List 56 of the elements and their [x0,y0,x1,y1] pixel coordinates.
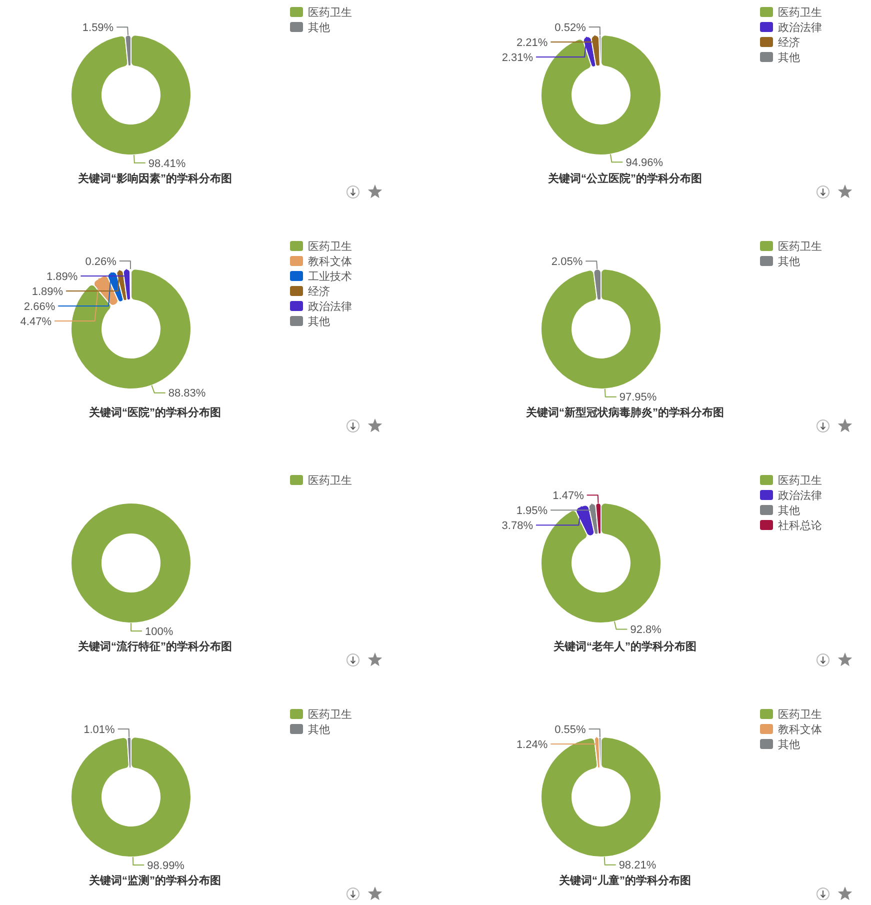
data-label: 100% [145,626,174,638]
legend-label: 其他 [778,738,800,751]
legend-label: 其他 [778,504,800,517]
legend-label: 医药卫生 [778,474,822,487]
legend-label: 其他 [778,254,800,268]
legend-label: 其他 [308,314,330,328]
text: 关键词“儿童”的学科分布图 [558,874,691,887]
legend-label: 医药卫生 [778,708,822,721]
legend-label: 工业技术 [308,270,352,283]
data-label: 2.21% [516,36,548,49]
data-label: 1.89% [46,270,78,283]
text: 关键词“监测”的学科分布图 [88,874,221,887]
legend-label: 经济 [778,36,800,49]
legend-label: 医药卫生 [778,6,822,19]
legend-label: 医药卫生 [778,240,822,253]
data-label: 2.66% [24,300,56,313]
data-label: 2.05% [551,256,583,268]
data-label: 92.8% [630,624,662,636]
legend-label: 其他 [308,20,330,34]
legend-label: 教科文体 [778,722,822,736]
data-label: 94.96% [626,157,664,169]
legend-label: 政治法律 [778,488,822,502]
data-label: 0.52% [554,22,586,34]
legend-label: 医药卫生 [308,474,352,487]
legend-label: 医药卫生 [308,708,352,721]
data-label: 98.99% [147,860,185,872]
text: 关键词“流行特征”的学科分布图 [77,640,232,653]
legend-label: 政治法律 [778,20,822,34]
legend-label: 其他 [308,722,330,736]
text: 关键词“影响因素”的学科分布图 [77,172,232,185]
data-label: 1.24% [516,738,548,751]
data-label: 0.55% [554,724,586,736]
legend-label: 其他 [778,50,800,64]
data-label: 97.95% [619,392,657,404]
data-label: 1.59% [82,22,114,34]
text: 关键词“医院”的学科分布图 [88,406,221,419]
legend-label: 医药卫生 [308,6,352,19]
text: 关键词“公立医院”的学科分布图 [547,172,702,185]
data-label: 1.01% [84,724,116,736]
legend-label: 教科文体 [308,254,352,268]
legend-label: 经济 [308,284,330,298]
text: 关键词“新型冠状病毒肺炎”的学科分布图 [525,406,724,419]
data-label: 1.47% [552,490,584,502]
data-label: 1.89% [32,286,64,298]
legend-label: 政治法律 [308,300,352,313]
data-label: 4.47% [20,316,52,328]
legend-label: 医药卫生 [308,240,352,253]
data-label: 1.95% [516,504,548,517]
legend-label: 社科总论 [778,518,822,532]
data-label: 98.21% [618,860,656,872]
text: 关键词“老年人”的学科分布图 [552,640,696,653]
data-label: 88.83% [168,388,206,400]
data-label: 98.41% [148,158,186,170]
data-label: 2.31% [502,52,534,64]
data-label: 3.78% [502,520,534,532]
data-label: 0.26% [85,256,117,268]
